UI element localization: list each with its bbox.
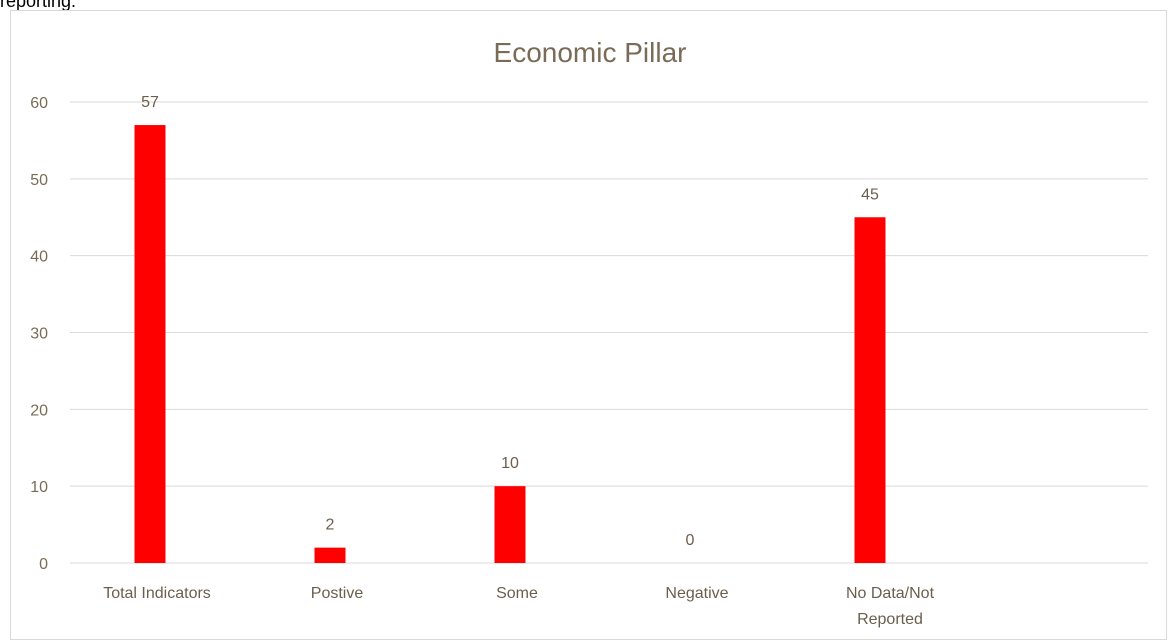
y-tick-label: 20	[30, 402, 48, 419]
category-label-4: No Data/Not	[846, 585, 935, 602]
x-axis-labels: Total Indicators Postive Some Negative No Da…	[103, 585, 934, 628]
data-label-4: 45	[861, 186, 879, 203]
bar-4	[854, 217, 886, 563]
y-tick-label: 40	[30, 249, 48, 266]
data-label-2: 10	[501, 455, 519, 472]
gridlines	[70, 101, 1148, 564]
bars	[134, 125, 886, 564]
data-label-0: 57	[141, 94, 159, 111]
category-label-4: Reported	[857, 611, 923, 628]
bar-0	[134, 125, 166, 564]
y-tick-label: 60	[30, 95, 48, 112]
y-tick-label: 50	[30, 172, 48, 189]
y-axis-ticks: 0 10 20 30 40 50 60	[30, 95, 48, 573]
data-label-3: 0	[686, 532, 695, 549]
category-label-1: Postive	[311, 585, 364, 602]
top-text: reporting.	[0, 0, 77, 11]
y-tick-label: 0	[39, 556, 48, 573]
data-labels: 57 2 10 0 45	[141, 94, 879, 549]
bar-2	[494, 486, 526, 563]
y-tick-label: 30	[30, 326, 48, 343]
y-tick-label: 10	[30, 479, 48, 496]
data-label-1: 2	[326, 517, 335, 534]
category-label-2: Some	[496, 585, 538, 602]
chart-title: Economic Pillar	[494, 37, 687, 68]
category-label-0: Total Indicators	[103, 585, 211, 602]
bar-1	[314, 547, 346, 563]
chart-frame	[10, 10, 1167, 640]
category-label-3: Negative	[665, 585, 728, 602]
